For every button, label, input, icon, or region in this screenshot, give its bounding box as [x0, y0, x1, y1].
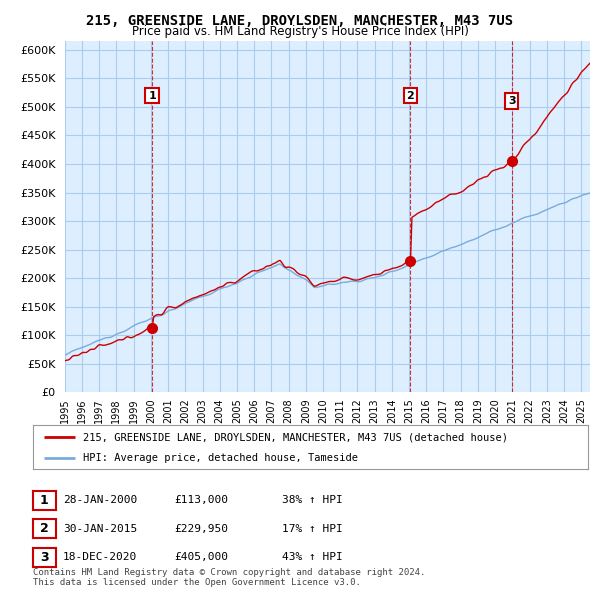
Text: HPI: Average price, detached house, Tameside: HPI: Average price, detached house, Tame…	[83, 453, 358, 463]
Text: 18-DEC-2020: 18-DEC-2020	[63, 552, 137, 562]
Text: 43% ↑ HPI: 43% ↑ HPI	[282, 552, 343, 562]
Text: 30-JAN-2015: 30-JAN-2015	[63, 524, 137, 534]
Text: 28-JAN-2000: 28-JAN-2000	[63, 496, 137, 506]
Text: 215, GREENSIDE LANE, DROYLSDEN, MANCHESTER, M43 7US (detached house): 215, GREENSIDE LANE, DROYLSDEN, MANCHEST…	[83, 432, 508, 442]
Text: Contains HM Land Registry data © Crown copyright and database right 2024.
This d: Contains HM Land Registry data © Crown c…	[33, 568, 425, 587]
Text: £405,000: £405,000	[174, 552, 228, 562]
Text: 2: 2	[40, 522, 49, 535]
Text: £113,000: £113,000	[174, 496, 228, 506]
Text: £229,950: £229,950	[174, 524, 228, 534]
Text: 2: 2	[407, 90, 415, 100]
Text: 17% ↑ HPI: 17% ↑ HPI	[282, 524, 343, 534]
Text: 3: 3	[508, 96, 515, 106]
Text: 1: 1	[148, 90, 156, 100]
Text: 3: 3	[40, 550, 49, 563]
Text: 38% ↑ HPI: 38% ↑ HPI	[282, 496, 343, 506]
Text: 215, GREENSIDE LANE, DROYLSDEN, MANCHESTER, M43 7US: 215, GREENSIDE LANE, DROYLSDEN, MANCHEST…	[86, 14, 514, 28]
Text: 1: 1	[40, 494, 49, 507]
Text: Price paid vs. HM Land Registry's House Price Index (HPI): Price paid vs. HM Land Registry's House …	[131, 25, 469, 38]
